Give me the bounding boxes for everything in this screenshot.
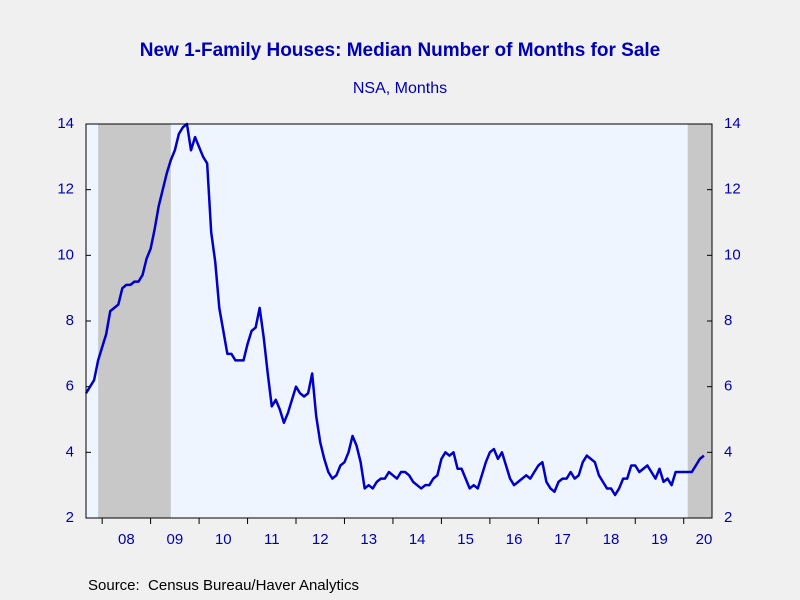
- x-tick-label: 13: [360, 531, 377, 548]
- y-tick-label: 14: [57, 115, 74, 132]
- y2-tick-label: 12: [724, 181, 741, 198]
- y2-tick-label: 2: [724, 509, 732, 526]
- chart-subtitle: NSA, Months: [353, 80, 447, 97]
- x-tick-label: 12: [312, 531, 329, 548]
- y-tick-label: 6: [66, 378, 74, 395]
- x-tick-label: 16: [506, 531, 523, 548]
- chart-title: New 1-Family Houses: Median Number of Mo…: [140, 40, 660, 61]
- x-tick-label: 20: [696, 531, 713, 548]
- y-tick-label: 8: [66, 312, 74, 329]
- plot-area: [86, 124, 712, 518]
- source-note: Source: Census Bureau/Haver Analytics: [88, 577, 359, 594]
- x-tick-label: 08: [118, 531, 135, 548]
- y-tick-label: 4: [66, 443, 74, 460]
- y2-tick-label: 14: [724, 115, 741, 132]
- y-tick-label: 10: [57, 246, 74, 263]
- y2-tick-label: 10: [724, 246, 741, 263]
- x-tick-label: 14: [409, 531, 426, 548]
- y2-tick-label: 6: [724, 378, 732, 395]
- recession-band: [98, 124, 171, 518]
- y-tick-label: 12: [57, 181, 74, 198]
- y2-tick-label: 8: [724, 312, 732, 329]
- y2-tick-label: 4: [724, 443, 732, 460]
- x-tick-label: 09: [167, 531, 184, 548]
- plot-frame: [85, 123, 713, 519]
- x-tick-label: 15: [457, 531, 474, 548]
- x-tick-label: 18: [603, 531, 620, 548]
- x-tick-label: 19: [651, 531, 668, 548]
- x-tick-label: 17: [554, 531, 571, 548]
- x-tick-label: 10: [215, 531, 232, 548]
- x-tick-label: 11: [264, 531, 280, 548]
- data-line: [84, 122, 705, 497]
- y-tick-label: 2: [66, 509, 74, 526]
